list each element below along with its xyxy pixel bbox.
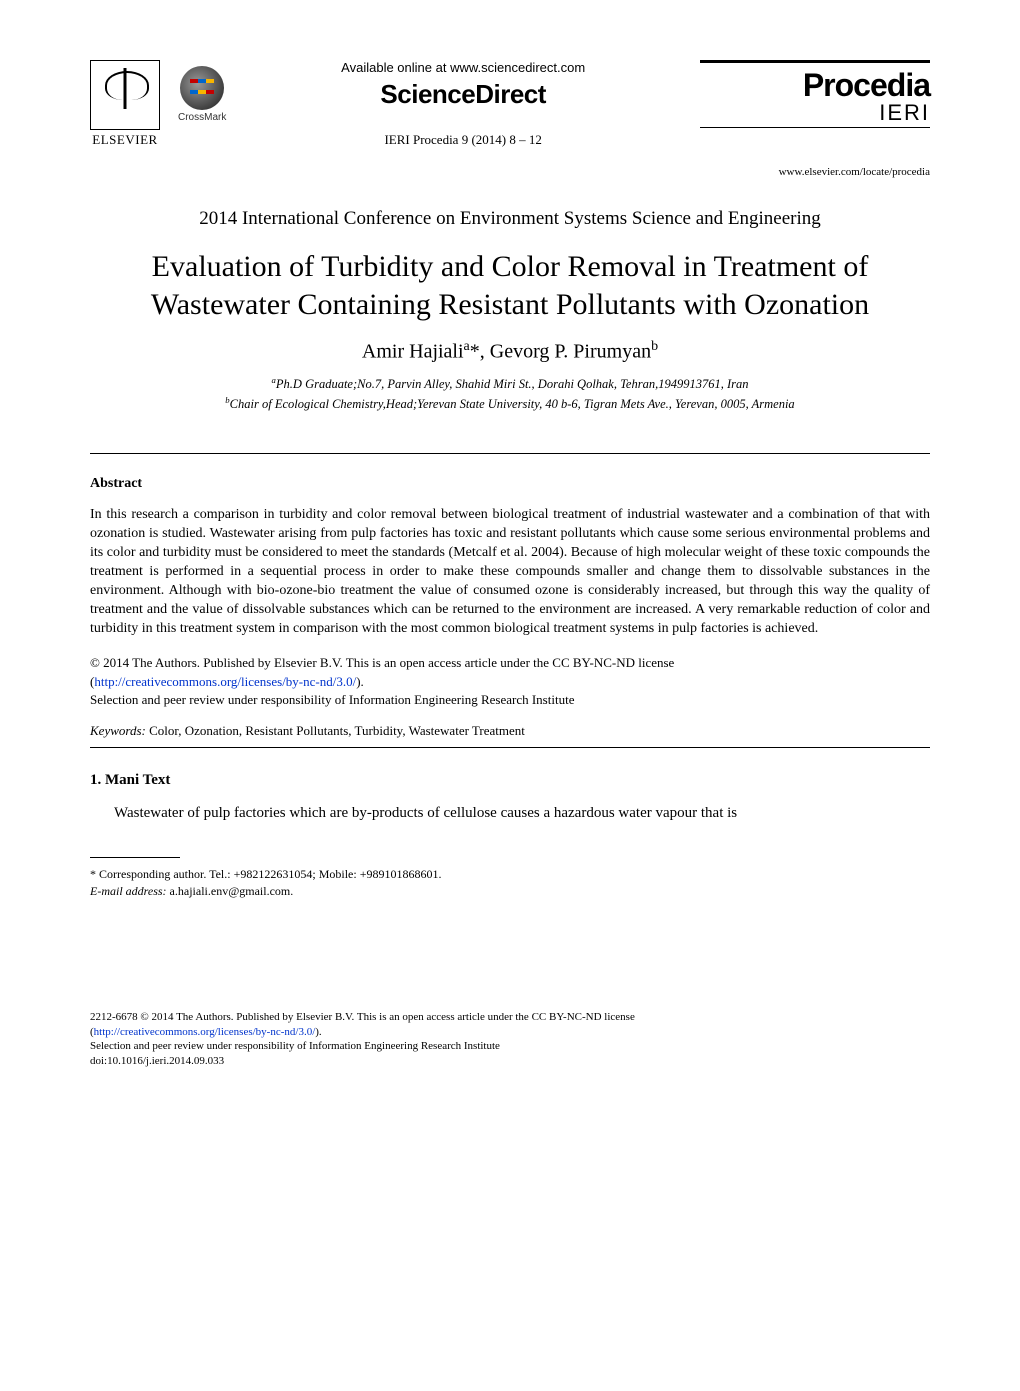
crossmark-label: CrossMark [178, 112, 226, 123]
elsevier-logo: ELSEVIER [90, 60, 160, 148]
available-online-text: Available online at www.sciencedirect.co… [246, 60, 680, 75]
email-label: E-mail address: [90, 884, 167, 898]
email-address: a.hajiali.env@gmail.com. [167, 884, 294, 898]
license-line2: Selection and peer review under responsi… [90, 692, 574, 707]
author-list: Amir Hajialia*, Gevorg P. Pirumyanb [90, 339, 930, 364]
rule-above-abstract [90, 453, 930, 454]
keywords-label: Keywords: [90, 723, 146, 738]
license-block: © 2014 The Authors. Published by Elsevie… [90, 654, 930, 709]
page-footer: 2212-6678 © 2014 The Authors. Published … [90, 1010, 930, 1069]
header-right: Procedia IERI www.elsevier.com/locate/pr… [700, 60, 930, 178]
section1-body: Wastewater of pulp factories which are b… [90, 803, 930, 823]
rule-below-keywords [90, 747, 930, 748]
license-link[interactable]: http://creativecommons.org/licenses/by-n… [94, 674, 356, 689]
affiliation-b-text: Chair of Ecological Chemistry,Head;Yerev… [230, 397, 795, 411]
journal-reference: IERI Procedia 9 (2014) 8 – 12 [246, 132, 680, 148]
procedia-box: Procedia IERI [700, 60, 930, 128]
procedia-subtitle: IERI [700, 101, 930, 125]
abstract-body: In this research a comparison in turbidi… [90, 506, 930, 638]
elsevier-tree-icon [90, 60, 160, 130]
footer-selection-line: Selection and peer review under responsi… [90, 1039, 930, 1054]
footnote-rule [90, 857, 180, 858]
footer-doi: doi:10.1016/j.ieri.2014.09.033 [90, 1054, 930, 1069]
footer-issn-line: 2212-6678 © 2014 The Authors. Published … [90, 1010, 930, 1025]
email-line: E-mail address: a.hajiali.env@gmail.com. [90, 883, 930, 900]
keywords-line: Keywords: Color, Ozonation, Resistant Po… [90, 723, 930, 739]
crossmark-badge[interactable]: CrossMark [178, 66, 226, 123]
license-line1: © 2014 The Authors. Published by Elsevie… [90, 655, 674, 670]
locate-url: www.elsevier.com/locate/procedia [700, 166, 930, 178]
sciencedirect-logo-text: ScienceDirect [246, 79, 680, 110]
corresponding-author: * Corresponding author. Tel.: +982122631… [90, 866, 930, 883]
affiliation-b: bChair of Ecological Chemistry,Head;Yere… [90, 394, 930, 414]
affiliation-a: aPh.D Graduate;No.7, Parvin Alley, Shahi… [90, 374, 930, 394]
crossmark-icon [180, 66, 224, 110]
paper-title: Evaluation of Turbidity and Color Remova… [90, 248, 930, 323]
left-logo-group: ELSEVIER CrossMark [90, 60, 226, 148]
conference-name: 2014 International Conference on Environ… [90, 208, 930, 230]
affiliation-a-text: Ph.D Graduate;No.7, Parvin Alley, Shahid… [276, 377, 749, 391]
page-header: ELSEVIER CrossMark Available online at w… [90, 60, 930, 178]
footer-license-link[interactable]: http://creativecommons.org/licenses/by-n… [94, 1026, 316, 1038]
section1-heading: 1. Mani Text [90, 772, 930, 789]
footer-license-link-line: (http://creativecommons.org/licenses/by-… [90, 1025, 930, 1040]
footnote-block: * Corresponding author. Tel.: +982122631… [90, 866, 930, 900]
header-center: Available online at www.sciencedirect.co… [226, 60, 700, 148]
affiliations: aPh.D Graduate;No.7, Parvin Alley, Shahi… [90, 374, 930, 413]
elsevier-label: ELSEVIER [92, 132, 157, 148]
keywords-text: Color, Ozonation, Resistant Pollutants, … [146, 723, 525, 738]
abstract-heading: Abstract [90, 476, 930, 492]
procedia-title: Procedia [700, 69, 930, 101]
